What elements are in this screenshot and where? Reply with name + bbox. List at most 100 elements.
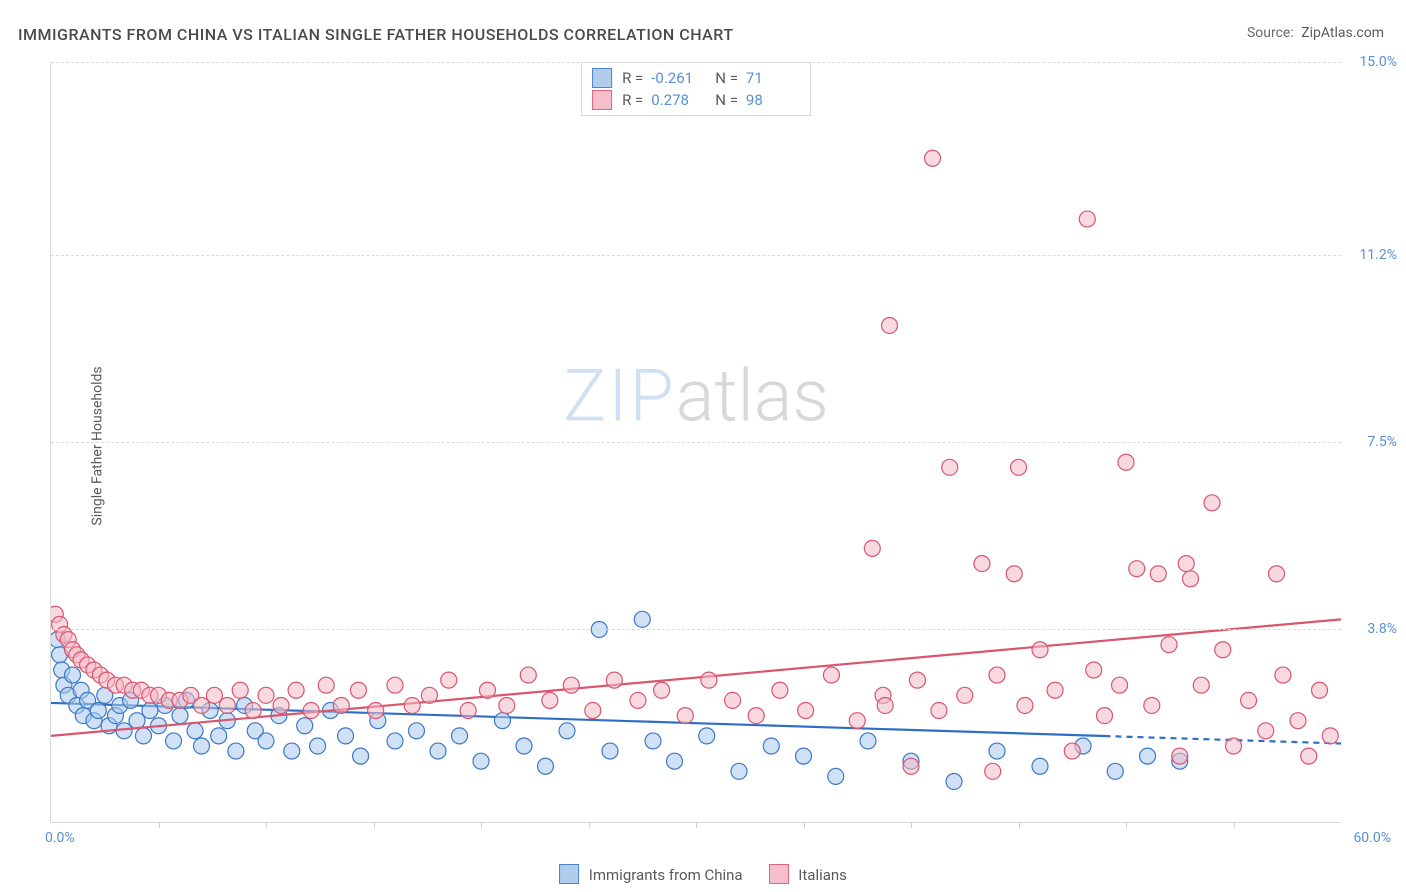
data-point-china — [430, 743, 446, 759]
data-point-china — [142, 703, 158, 719]
data-point-italians — [903, 758, 919, 774]
data-point-italians — [1290, 713, 1306, 729]
x-tick — [159, 822, 160, 828]
data-point-italians — [441, 672, 457, 688]
data-point-italians — [864, 540, 880, 556]
data-point-italians — [1183, 571, 1199, 587]
data-point-italians — [1178, 556, 1194, 572]
data-point-italians — [350, 682, 366, 698]
data-point-italians — [1150, 566, 1166, 582]
data-point-italians — [957, 687, 973, 703]
gridline — [51, 442, 1341, 443]
data-point-china — [194, 738, 210, 754]
legend-item-china: Immigrants from China — [559, 864, 743, 884]
data-point-italians — [654, 682, 670, 698]
data-point-italians — [1118, 454, 1134, 470]
data-point-italians — [1112, 677, 1128, 693]
data-point-italians — [1079, 211, 1095, 227]
plot-area: ZIPatlas R = -0.261 N = 71 R = 0.278 N =… — [50, 62, 1341, 823]
gridline — [51, 255, 1341, 256]
data-point-china — [538, 758, 554, 774]
data-point-china — [645, 733, 661, 749]
data-point-italians — [1301, 748, 1317, 764]
trend-line-dashed-china — [1105, 736, 1342, 743]
x-tick — [1234, 822, 1235, 828]
data-point-china — [211, 728, 227, 744]
data-point-italians — [1032, 642, 1048, 658]
x-tick — [1019, 822, 1020, 828]
trend-line-italians — [51, 619, 1341, 736]
data-point-italians — [1129, 561, 1145, 577]
legend-item-italians: Italians — [769, 864, 847, 884]
x-tick — [696, 822, 697, 828]
data-point-china — [187, 723, 203, 739]
data-point-italians — [585, 703, 601, 719]
data-point-china — [1140, 748, 1156, 764]
source-credit: Source: ZipAtlas.com — [1247, 25, 1384, 41]
x-tick — [589, 822, 590, 828]
data-point-italians — [701, 672, 717, 688]
data-point-italians — [925, 150, 941, 166]
data-point-italians — [245, 703, 261, 719]
gridline — [51, 629, 1341, 630]
data-point-china — [559, 723, 575, 739]
data-point-italians — [1275, 667, 1291, 683]
data-point-italians — [288, 682, 304, 698]
data-point-italians — [1161, 637, 1177, 653]
data-point-china — [699, 728, 715, 744]
data-point-italians — [1047, 682, 1063, 698]
data-point-italians — [219, 697, 235, 713]
data-point-china — [763, 738, 779, 754]
data-point-china — [796, 748, 812, 764]
data-point-italians — [1269, 566, 1285, 582]
data-point-china — [90, 703, 106, 719]
data-point-italians — [974, 556, 990, 572]
legend-swatch-italians — [769, 864, 789, 884]
data-point-china — [516, 738, 532, 754]
x-axis-min: 0.0% — [45, 830, 75, 846]
data-point-italians — [273, 697, 289, 713]
data-point-italians — [772, 682, 788, 698]
x-tick — [266, 822, 267, 828]
data-point-italians — [748, 708, 764, 724]
data-point-italians — [1086, 662, 1102, 678]
chart-title: IMMIGRANTS FROM CHINA VS ITALIAN SINGLE … — [18, 25, 734, 44]
data-point-china — [338, 728, 354, 744]
x-axis-max: 60.0% — [1353, 830, 1391, 846]
data-point-italians — [985, 763, 1001, 779]
data-point-italians — [677, 708, 693, 724]
data-point-italians — [1097, 708, 1113, 724]
data-point-italians — [232, 682, 248, 698]
data-point-italians — [387, 677, 403, 693]
data-point-italians — [798, 703, 814, 719]
data-point-china — [452, 728, 468, 744]
gridline — [51, 62, 1341, 63]
y-tick-label: 11.2% — [1359, 247, 1397, 263]
legend-series: Immigrants from China Italians — [559, 864, 847, 884]
data-point-china — [353, 748, 369, 764]
data-point-china — [731, 763, 747, 779]
data-point-italians — [823, 667, 839, 683]
data-point-china — [602, 743, 618, 759]
data-point-italians — [1241, 692, 1257, 708]
data-point-italians — [989, 667, 1005, 683]
data-point-italians — [563, 677, 579, 693]
data-point-china — [135, 728, 151, 744]
legend-swatch-china — [559, 864, 579, 884]
data-point-italians — [1312, 682, 1328, 698]
x-tick — [911, 822, 912, 828]
data-point-italians — [1258, 723, 1274, 739]
data-point-italians — [1017, 697, 1033, 713]
data-point-italians — [421, 687, 437, 703]
data-point-china — [65, 667, 81, 683]
data-point-china — [166, 733, 182, 749]
legend-label-italians: Italians — [798, 866, 847, 884]
x-tick — [374, 822, 375, 828]
x-tick — [481, 822, 482, 828]
data-point-italians — [877, 697, 893, 713]
data-point-italians — [725, 692, 741, 708]
data-point-china — [828, 768, 844, 784]
y-tick-label: 3.8% — [1367, 621, 1397, 637]
data-point-china — [667, 753, 683, 769]
data-point-italians — [882, 317, 898, 333]
